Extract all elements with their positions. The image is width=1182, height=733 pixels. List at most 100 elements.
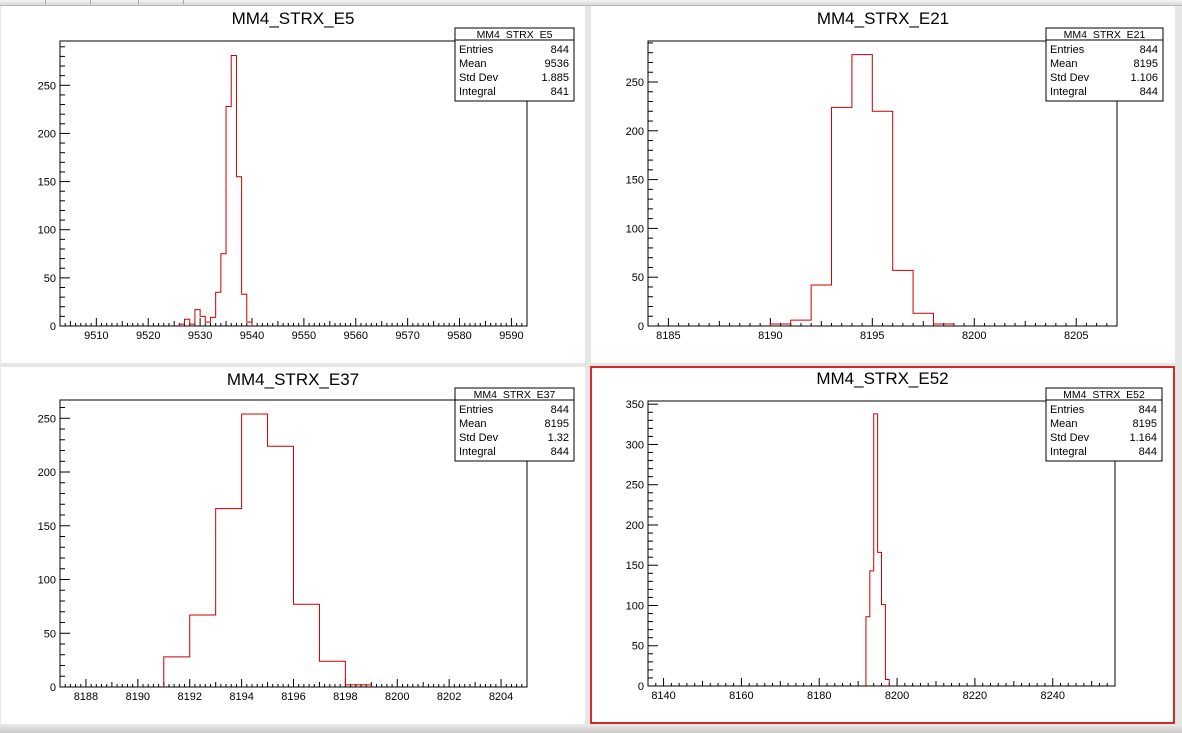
x-tick-label: 8196 [281,691,305,703]
x-tick-label: 8190 [758,330,782,342]
x-tick-label: 8188 [74,691,98,703]
histogram-bin [933,324,953,326]
stats-box-title: MM4_STRX_E52 [1063,389,1145,401]
stats-value-integral: 844 [1140,86,1158,98]
stats-value-entries: 844 [551,44,569,56]
stats-label-mean: Mean [459,418,487,430]
stats-value-mean: 8195 [1134,58,1158,70]
histogram-bin [319,661,345,687]
x-tick-label: 8180 [807,690,831,702]
histogram-bin [893,270,913,326]
histogram-bin [226,106,231,326]
stats-value-entries: 844 [551,404,569,416]
histogram-bin [811,285,831,326]
histogram-bin [247,322,252,326]
y-tick-label: 150 [626,560,644,572]
histogram-bin [236,177,241,326]
y-tick-label: 50 [44,628,56,640]
histogram-e37: MM4_STRX_E37 8188 8190 8192 8194 8196 8198 8200… [38,370,575,703]
histogram-bin [913,313,933,326]
x-tick-label: 8220 [963,690,987,702]
stats-label-std-dev: Std Dev [1050,432,1090,444]
stats-label-std-dev: Std Dev [459,72,499,84]
histogram-outline [865,413,890,686]
x-tick-label: 9590 [499,330,523,342]
x-tick-label: 9530 [188,330,212,342]
stats-value-integral: 844 [1139,446,1157,458]
stats-value-mean: 9536 [545,58,569,70]
stats-label-mean: Mean [1050,58,1078,70]
histogram-bin [242,414,268,687]
x-tick-label: 8240 [1040,690,1064,702]
pad-mm4-strx-e5[interactable]: MM4_STRX_E5 9510 9520 9530 9540 9550 9560 9570 9… [1,6,585,363]
histogram-bin [179,324,184,326]
x-tick-label: 8202 [437,691,461,703]
y-tick-label: 150 [38,521,56,533]
stats-label-integral: Integral [1050,86,1087,98]
stats-label-integral: Integral [459,446,496,458]
x-tick-label: 8185 [656,330,680,342]
x-tick-label: 8190 [126,691,150,703]
y-tick-label: 0 [50,321,56,333]
stats-box: MM4_STRX_E52 Entries 844 Mean 8195 Std Dev 1.1… [1045,387,1163,462]
x-tick-label: 9520 [136,330,160,342]
x-tick-label: 9570 [395,330,419,342]
y-tick-label: 200 [38,467,56,479]
stats-box: MM4_STRX_E21 Entries 844 Mean 8195 Std Dev 1.1… [1045,27,1164,102]
stats-value-std-dev: 1.32 [548,432,569,444]
pad-mm4-strx-e37[interactable]: MM4_STRX_E37 8188 8190 8192 8194 8196 8198 8200… [1,367,585,724]
stats-value-std-dev: 1.885 [541,72,569,84]
y-tick-label: 200 [626,126,644,138]
histogram-bin [231,55,236,326]
stats-label-entries: Entries [1050,404,1085,416]
stats-value-entries: 844 [1140,44,1158,56]
stats-box-title: MM4_STRX_E5 [477,29,553,41]
histogram-bin [221,254,226,326]
histogram-bin [866,617,870,686]
histogram-e21: MM4_STRX_E21 8185 8190 8195 8200 8205 0 50 100 15… [626,9,1164,342]
histogram-bin [242,294,247,326]
y-tick-label: 0 [50,682,56,694]
y-tick-label: 200 [626,520,644,532]
histogram-bin [185,319,190,326]
strip-divider [183,0,184,4]
x-tick-label: 8140 [651,690,675,702]
histogram-bin [210,317,215,326]
histogram-outline [769,54,955,326]
strip-divider [138,0,139,4]
x-tick-label: 8195 [860,330,884,342]
histogram-e52: MM4_STRX_E52 8140 8160 8180 8200 8220 8240 0 50 1… [626,369,1163,702]
histogram-bin [164,657,190,687]
stats-label-mean: Mean [1050,418,1078,430]
x-tick-label: 8160 [729,690,753,702]
y-tick-label: 100 [38,225,56,237]
histogram-bin [294,604,320,687]
histogram-bin [832,107,852,326]
histogram-bin [872,111,892,326]
stats-value-mean: 8195 [545,418,569,430]
y-tick-label: 50 [44,273,56,285]
y-tick-label: 250 [626,77,644,89]
x-tick-label: 8200 [385,691,409,703]
stats-box: MM4_STRX_E37 Entries 844 Mean 8195 Std Dev 1.3… [454,387,575,462]
chart-title: MM4_STRX_E21 [817,9,949,28]
canvas-status-strip [0,727,1182,733]
x-tick-label: 8192 [177,691,201,703]
histogram-bin [200,316,205,326]
histogram-bin [791,320,811,326]
y-tick-label: 250 [38,80,56,92]
pad-mm4-strx-e21[interactable]: MM4_STRX_E21 8185 8190 8195 8200 8205 0 50 100 15… [591,6,1175,363]
y-tick-label: 100 [626,223,644,235]
y-tick-label: 50 [632,272,644,284]
x-tick-label: 9550 [292,330,316,342]
pad-mm4-strx-e52[interactable]: MM4_STRX_E52 8140 8160 8180 8200 8220 8240 0 50 1… [590,366,1175,724]
x-tick-label: 8198 [333,691,357,703]
y-tick-label: 50 [632,641,644,653]
y-tick-label: 350 [626,399,644,411]
x-tick-label: 8194 [229,691,253,703]
x-tick-label: 8200 [962,330,986,342]
x-tick-label: 8200 [885,690,909,702]
x-tick-label: 8205 [1064,330,1088,342]
histogram-bin [268,446,294,687]
